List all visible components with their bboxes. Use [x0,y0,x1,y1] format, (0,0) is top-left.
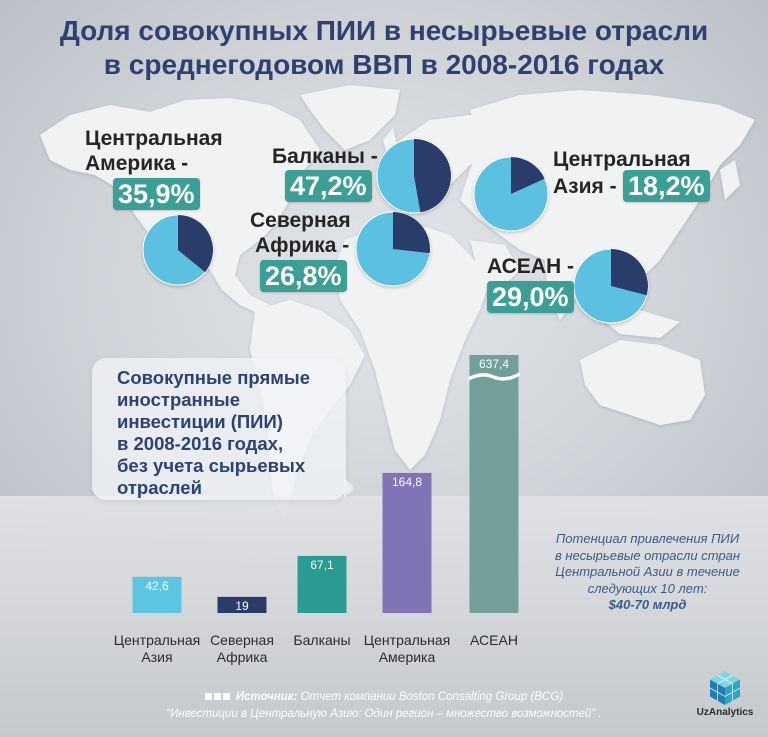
asia-shape [460,90,755,305]
bar-category-central-america: Центральная Америка [352,632,462,666]
bar-value-label-asean: 637,4 [479,357,509,371]
category-line: Центральная [113,632,201,648]
bar-category-central-asia: Центральная Азия [102,632,212,666]
bar-chart: 42,6 19 67,1 164,8 637,4 [132,355,521,613]
source-title: “Инвестиции в Центральную Азию: Один рег… [166,708,602,720]
bar-value-label-north-africa: 19 [235,599,249,613]
category-line: Балканы [293,632,351,648]
pie-central-asia [473,156,549,232]
region-label-asean: АСЕАН - [487,254,574,279]
japan-shape [720,160,740,200]
region-label-line: Центральная [85,127,223,150]
callout-line: Совокупные прямые [117,367,311,388]
bar-balkans [297,555,347,613]
note-line: в несырьевые отрасли стран [554,547,741,563]
bar-asean [469,355,519,613]
bar-value-label-central-asia: 42,6 [145,579,169,593]
region-label-line: Центральная [553,148,691,171]
callout-line: в 2008-2016 годах, [117,433,284,454]
source-label: Источник: [235,691,298,704]
percent-badge-north-africa: 26,8% [260,260,347,292]
region-label-balkans: Балканы - [272,144,378,169]
region-label-line: АСЕАН - [487,255,574,278]
region-label-line: Северная [250,209,351,232]
greenland-shape [300,85,400,150]
bar-central-america [382,472,432,613]
source-line: Источник: Отчет компании Boston Consalti… [0,690,768,704]
arabia-shape [470,240,520,290]
title-line: Доля совокупных ПИИ в несырьевые отрасли [59,15,709,46]
australia-shape [580,340,705,425]
pie-central-asia-slice [511,157,545,194]
note-highlight: $40-70 млрд [608,597,687,612]
bar-category-north-africa: Северная Африка [187,632,297,666]
category-line: АСЕАН [470,632,518,648]
bar-category-asean: АСЕАН [439,632,549,649]
percent-badge-asean: 29,0% [487,281,574,313]
bar-asean-scale-break [467,372,521,381]
logo-text: UzAnalytics [696,707,754,718]
category-line: Северная [210,632,274,648]
callout-tail [344,478,354,498]
category-line: Америка [378,649,436,665]
region-label-line: Азия - [553,175,617,198]
region-label-line: Америка - [85,152,189,175]
note-line: Центральной Азии в течение [555,564,740,579]
callout-line: отраслей [117,477,202,498]
pie-central-america [142,214,214,286]
region-label-line: Балканы - [272,145,378,168]
callout-line: иностранные [117,389,240,410]
pie-balkans [376,138,452,214]
pie-asean-slice [611,249,649,296]
bar-north-africa [217,596,267,613]
potential-note: Потенциал привлечения ПИИ в несырьевые о… [540,531,755,614]
bar-central-asia [132,576,182,613]
note-line: Потенциал привлечения ПИИ [555,531,740,546]
callout-line: инвестиции (ПИИ) [117,411,283,432]
africa-shape [335,225,490,470]
callout-text: Совокупные прямые иностранные инвестиции… [117,367,310,499]
region-label-central-america: Центральная Америка - [85,126,223,176]
callout-box [92,358,346,500]
pie-balkans-slice [414,138,452,213]
category-line: Центральная [363,632,451,648]
percent-badge-central-america: 35,9% [113,178,200,210]
category-line: Азия [141,649,173,665]
bar-category-balkans: Балканы [267,632,377,649]
region-label-line: Африка - [255,234,350,257]
pie-north-africa [355,211,431,287]
bullet-squares-icon [204,690,232,704]
note-line: следующих 10 лет: [587,580,708,596]
region-label-north-africa: Северная Африка - [250,208,351,258]
percent-badge-balkans: 47,2% [285,170,372,202]
page-title: Доля совокупных ПИИ в несырьевые отрасли… [0,14,768,82]
pie-central-america-slice [178,215,214,273]
pie-charts [142,138,649,324]
pie-north-africa-slice [393,212,430,254]
bar-value-label-central-america: 164,8 [392,475,422,489]
region-label-central-asia: Центральная Азия - [553,146,691,200]
bar-value-label-balkans: 67,1 [310,558,334,572]
callout-line: без учета сырьевых [117,455,306,476]
percent-badge-central-asia: 18,2% [623,170,710,202]
source-text: Отчет компании Boston Consalting Group (… [300,691,564,704]
category-line: Африка [216,649,268,665]
title-line: в среднегодовом ВВП в 2008-2016 годах [103,49,665,80]
pie-asean [573,248,649,324]
